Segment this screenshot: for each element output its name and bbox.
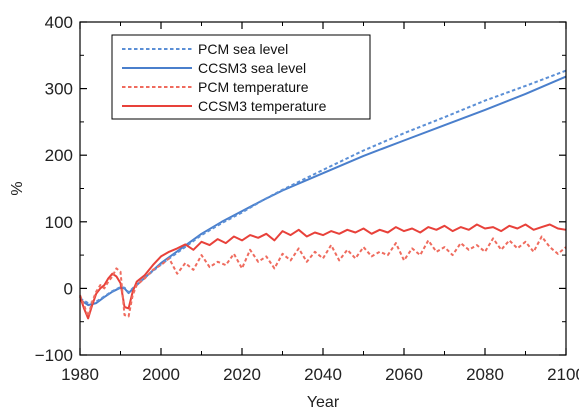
x-tick-label: 2040 [304, 365, 342, 384]
y-tick-label: 200 [45, 146, 73, 165]
series-line-3 [79, 235, 567, 318]
x-tick-label: 2060 [385, 365, 423, 384]
x-tick-label: 2000 [142, 365, 180, 384]
series-line-4 [79, 223, 567, 320]
axes: 1980 2000 2020 2040 2060 2080 2100 −100 0 100 200 3… [35, 13, 579, 384]
y-tick-label: 400 [45, 13, 73, 32]
series-layer [79, 69, 567, 320]
legend-label: PCM temperature [198, 79, 309, 95]
x-tick-label: 2100 [547, 365, 579, 384]
x-axis-label: Year [307, 394, 340, 411]
legend-label: CCSM3 temperature [198, 98, 327, 114]
y-tick-label: 100 [45, 213, 73, 232]
legend: PCM sea level CCSM3 sea level PCM temperat… [111, 34, 371, 120]
series-line-1 [79, 69, 567, 305]
x-tick-label: 1980 [61, 365, 99, 384]
y-tick-label: 0 [64, 279, 73, 298]
y-tick-label: 300 [45, 80, 73, 99]
y-tick-label: −100 [35, 346, 73, 365]
x-tick-label: 2080 [466, 365, 504, 384]
legend-label: PCM sea level [198, 41, 288, 57]
x-tick-label: 2020 [223, 365, 261, 384]
legend-label: CCSM3 sea level [198, 60, 306, 76]
y-axis-label: % [9, 181, 26, 195]
